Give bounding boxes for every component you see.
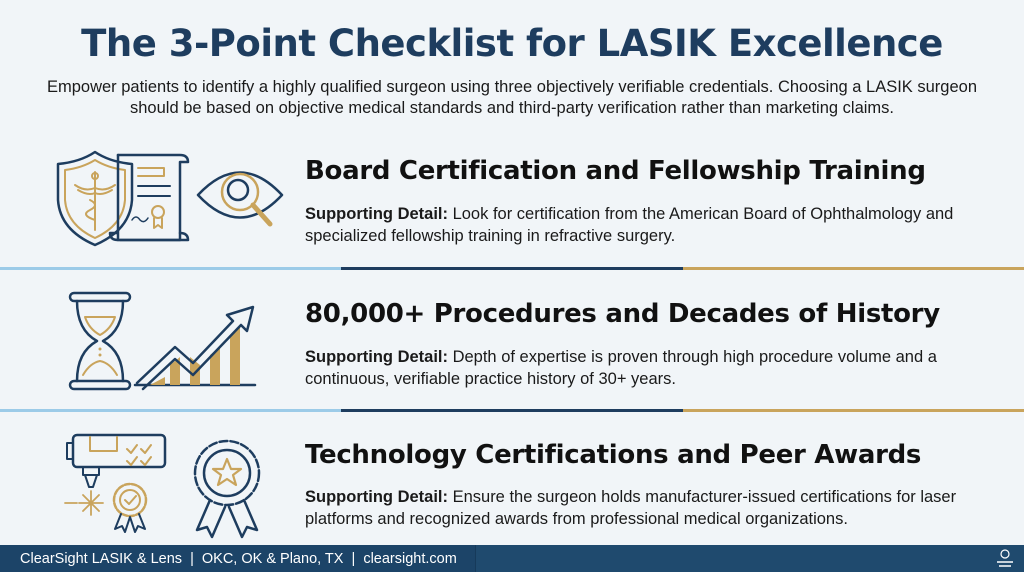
section-detail: Supporting Detail: Depth of expertise is… (305, 346, 1005, 390)
growth-chart-icon (133, 305, 257, 391)
page-title: The 3-Point Checklist for LASIK Excellen… (81, 22, 943, 65)
section-board-certification: Board Certification and Fellowship Train… (0, 140, 1024, 265)
footer-contact: ClearSight LASIK & Lens | OKC, OK & Plan… (0, 545, 476, 572)
credentials-icons (56, 150, 284, 247)
eye-magnifier-icon (196, 171, 284, 227)
shield-caduceus-icon (56, 150, 134, 247)
section-detail: Supporting Detail: Look for certificatio… (305, 203, 1005, 247)
certificate-scroll-icon (108, 153, 190, 242)
footer: ClearSight LASIK & Lens | OKC, OK & Plan… (0, 545, 1024, 572)
award-ribbon-icon (193, 439, 261, 539)
detail-label: Supporting Detail: (305, 348, 448, 366)
footer-text: ClearSight LASIK & Lens | OKC, OK & Plan… (20, 550, 457, 567)
detail-text: Depth of expertise is proven through hig… (305, 348, 937, 388)
certified-badge-icon (112, 482, 148, 533)
experience-icons (68, 291, 257, 391)
detail-text: Look for certification from the American… (305, 205, 954, 245)
section-procedures-history: 80,000+ Procedures and Decades of Histor… (0, 283, 1024, 408)
section-heading: Technology Certifications and Peer Award… (305, 440, 922, 470)
section-detail: Supporting Detail: Ensure the surgeon ho… (305, 486, 1005, 530)
section-heading: 80,000+ Procedures and Decades of Histor… (305, 299, 940, 329)
hourglass-icon (68, 291, 132, 391)
page-subtitle: Empower patients to identify a highly qu… (46, 78, 978, 117)
section-technology-awards: Technology Certifications and Peer Award… (0, 423, 1024, 543)
logo-icon (997, 549, 1013, 567)
section-divider (0, 409, 1024, 412)
detail-label: Supporting Detail: (305, 205, 448, 223)
laser-device-icon (64, 433, 167, 516)
section-heading: Board Certification and Fellowship Train… (305, 156, 926, 186)
detail-text: Ensure the surgeon holds manufacturer-is… (305, 488, 957, 528)
detail-label: Supporting Detail: (305, 488, 448, 506)
clearsight-logo (994, 548, 1016, 570)
section-divider (0, 267, 1024, 270)
technology-icons (64, 433, 261, 539)
